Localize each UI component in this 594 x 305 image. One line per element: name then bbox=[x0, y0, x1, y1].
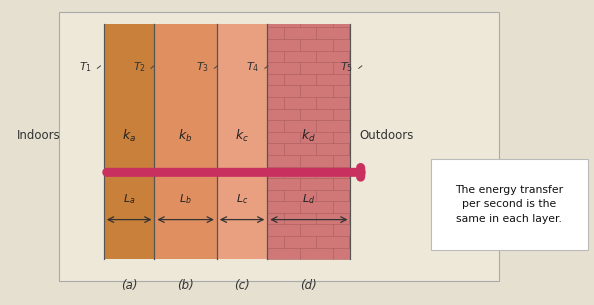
Bar bbox=[154, 24, 217, 259]
Bar bbox=[431, 159, 588, 250]
Text: $T_5$: $T_5$ bbox=[340, 60, 353, 74]
Text: (d): (d) bbox=[301, 279, 317, 292]
Text: $k_d$: $k_d$ bbox=[302, 128, 316, 144]
Bar bbox=[267, 24, 350, 259]
Text: (a): (a) bbox=[121, 279, 137, 292]
Text: $T_2$: $T_2$ bbox=[132, 60, 146, 74]
Text: Indoors: Indoors bbox=[17, 129, 61, 142]
Text: The energy transfer
per second is the
same in each layer.: The energy transfer per second is the sa… bbox=[455, 185, 564, 224]
Text: $L_d$: $L_d$ bbox=[302, 192, 315, 206]
Text: $L_c$: $L_c$ bbox=[236, 192, 248, 206]
Text: $k_b$: $k_b$ bbox=[178, 128, 192, 144]
Text: $k_a$: $k_a$ bbox=[122, 128, 136, 144]
Text: $T_1$: $T_1$ bbox=[79, 60, 92, 74]
Text: (b): (b) bbox=[177, 279, 194, 292]
Bar bbox=[59, 12, 499, 281]
Text: $T_3$: $T_3$ bbox=[196, 60, 209, 74]
Bar bbox=[217, 24, 267, 259]
Text: $T_4$: $T_4$ bbox=[247, 60, 260, 74]
Text: (c): (c) bbox=[234, 279, 249, 292]
Text: $k_c$: $k_c$ bbox=[235, 128, 249, 144]
Text: Outdoors: Outdoors bbox=[359, 129, 413, 142]
Text: $L_b$: $L_b$ bbox=[179, 192, 192, 206]
Bar bbox=[104, 24, 154, 259]
Text: $L_a$: $L_a$ bbox=[123, 192, 135, 206]
